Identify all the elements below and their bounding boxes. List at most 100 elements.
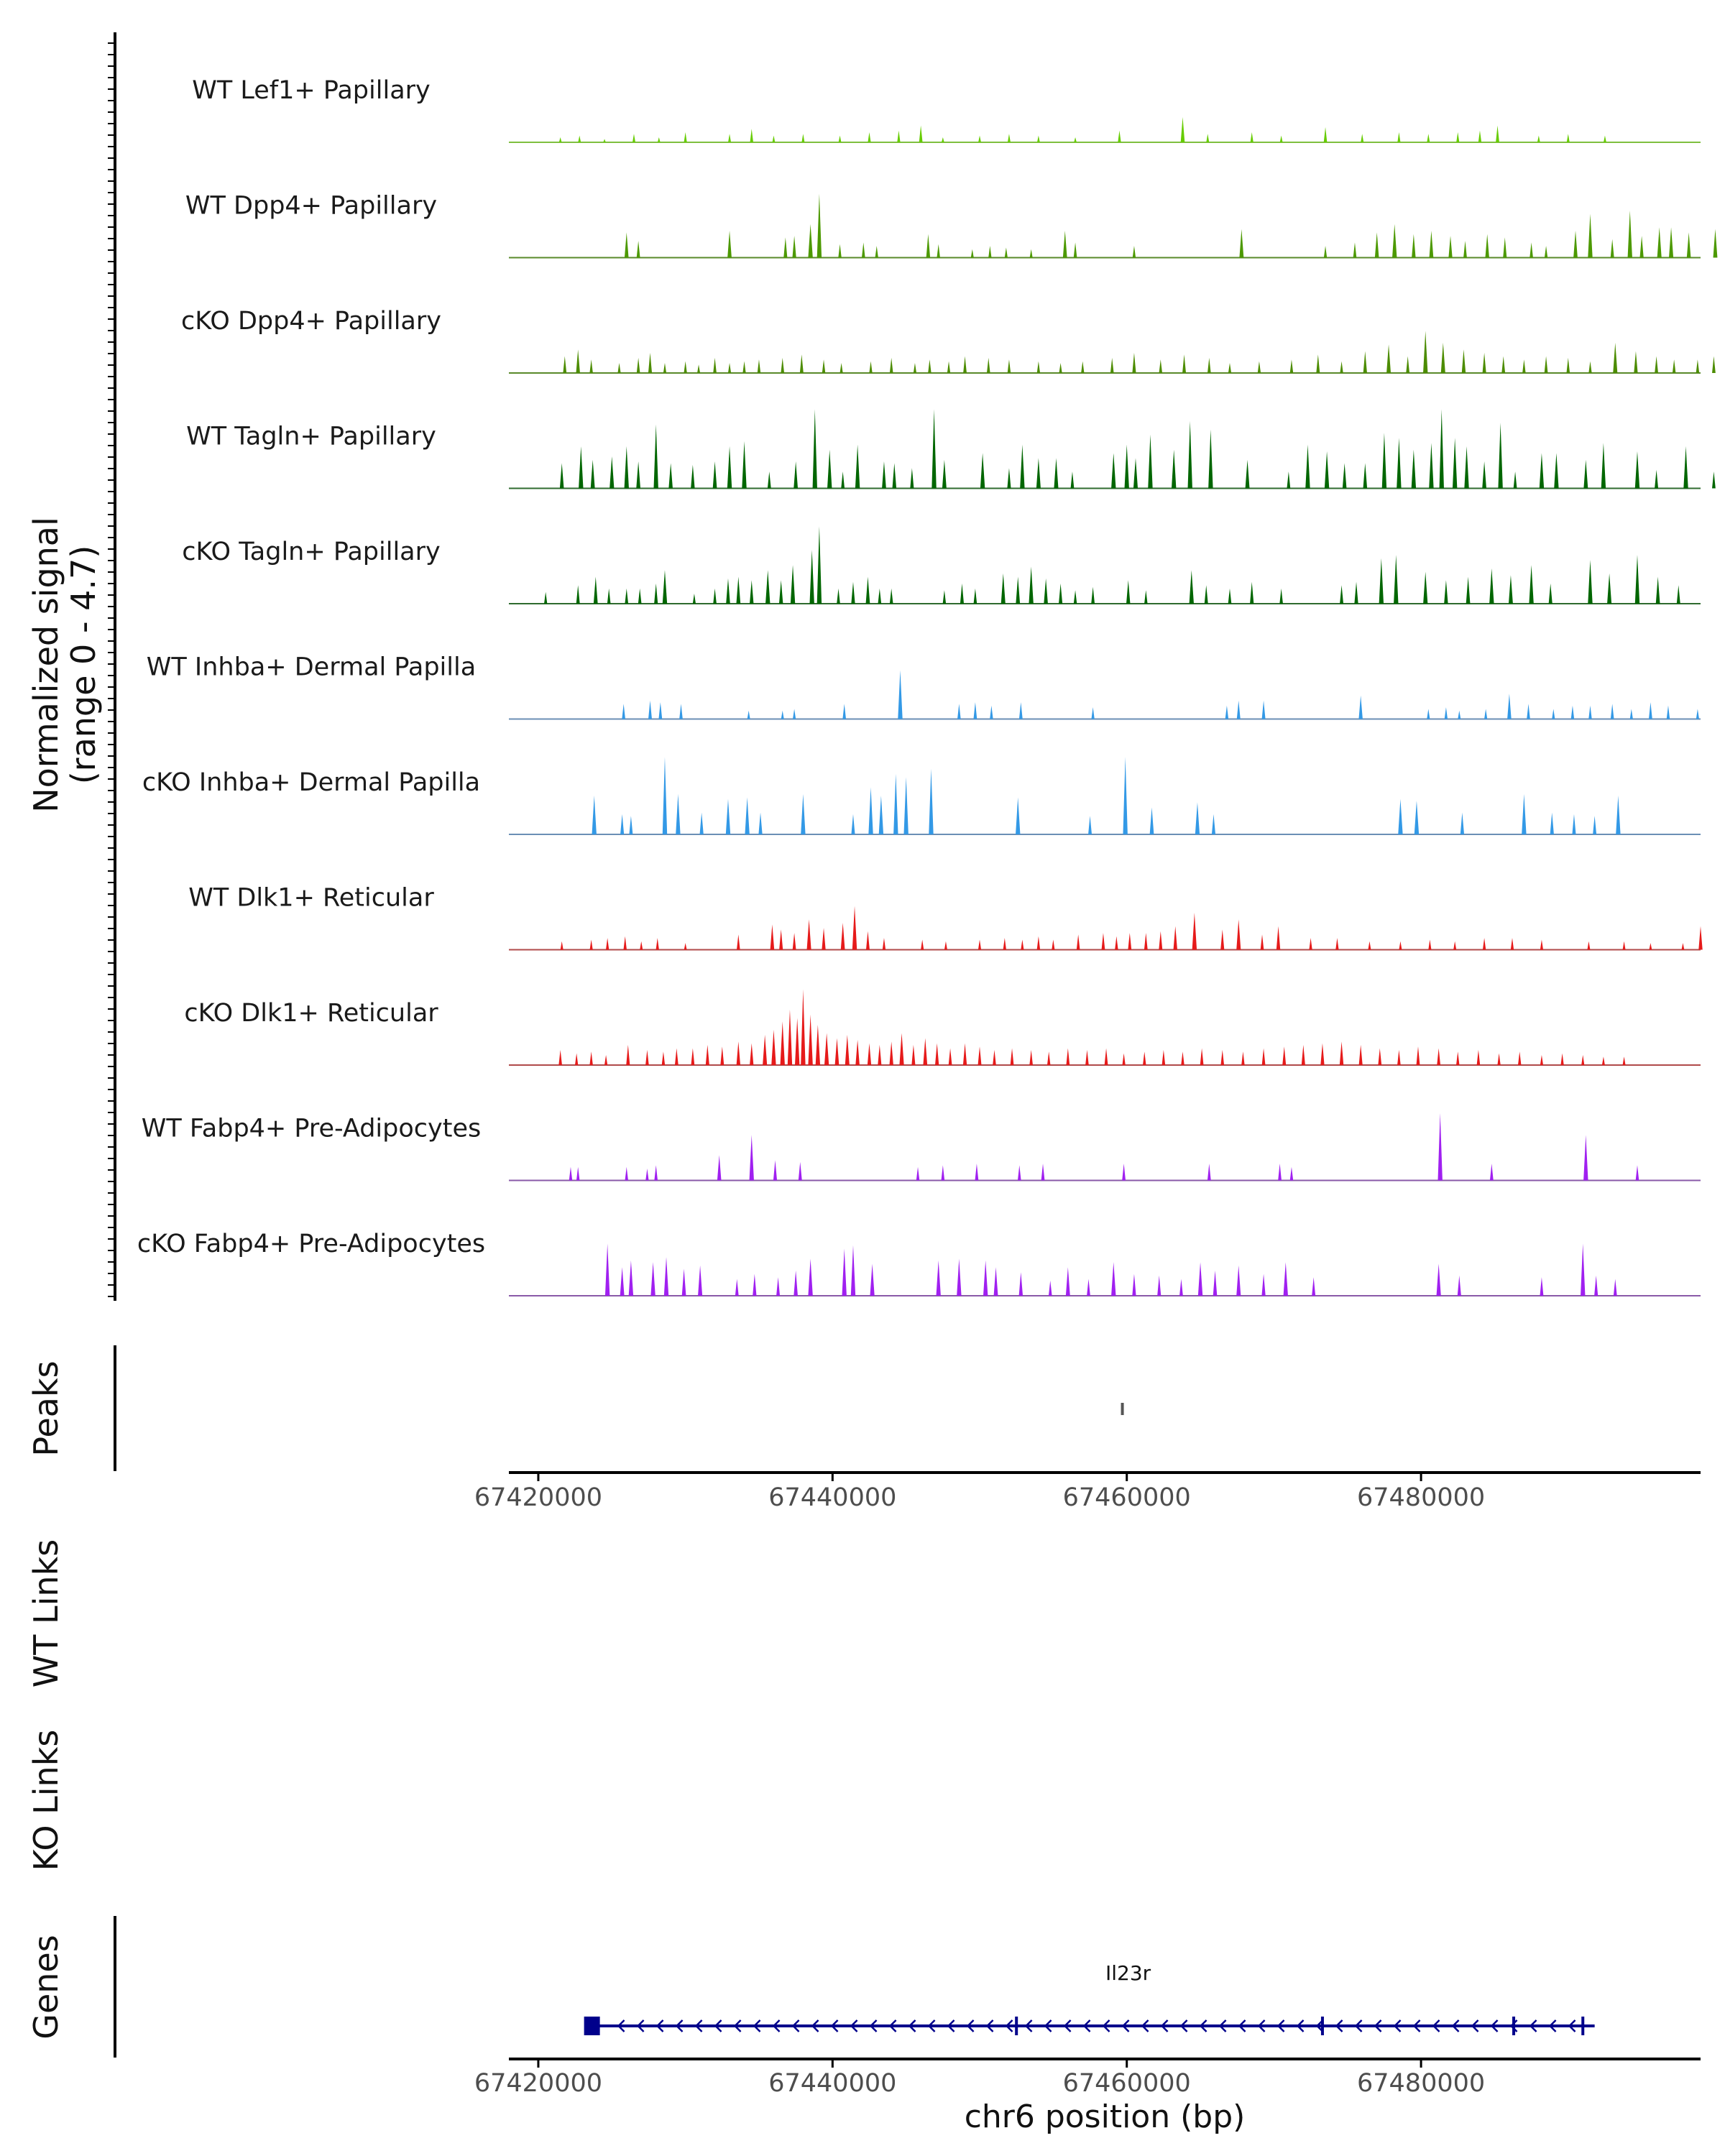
signal-peak: [893, 773, 898, 834]
signal-axis-title: Normalized signal: [27, 517, 65, 813]
signal-peak: [911, 1044, 916, 1065]
signal-peak: [841, 471, 845, 489]
signal-peak: [1213, 1270, 1218, 1296]
wt-links-panel-label: WT Links: [27, 1539, 65, 1687]
signal-peak: [684, 361, 687, 373]
signal-peak: [1000, 573, 1006, 604]
track-label: WT Dlk1+ Reticular: [188, 884, 434, 913]
signal-peak: [1157, 1275, 1162, 1296]
signal-peak: [1622, 1056, 1626, 1065]
signal-peak: [645, 1169, 649, 1181]
strand-arrow: [753, 2019, 761, 2032]
track-4: WT Tagln+ Papillary: [186, 409, 1716, 489]
signal-peak: [919, 125, 923, 142]
signal-peak: [988, 246, 992, 258]
signal-peak: [770, 924, 775, 950]
signal-peak: [749, 1135, 754, 1181]
signal-peak: [1627, 210, 1632, 258]
gene-exon: [1015, 2017, 1018, 2035]
signal-peak: [1570, 705, 1575, 719]
signal-peak: [1657, 227, 1662, 258]
signal-peak: [742, 361, 746, 373]
signal-peak: [558, 137, 562, 142]
signal-peak: [947, 361, 951, 373]
signal-peak: [983, 1260, 988, 1296]
signal-peak: [845, 1034, 850, 1065]
signal-peak: [1044, 578, 1048, 604]
signal-peak: [1573, 231, 1578, 258]
strand-arrow: [908, 2019, 916, 2032]
signal-peak: [1110, 357, 1114, 373]
signal-peak: [1017, 1165, 1021, 1181]
signal-peak: [1453, 941, 1457, 950]
signal-peak: [1429, 231, 1434, 258]
signal-peak: [1616, 796, 1621, 834]
x-tick-label: 67480000: [1357, 1483, 1485, 1512]
signal-peak: [822, 928, 826, 950]
signal-peak: [661, 1051, 666, 1065]
strand-arrow: [1529, 2019, 1537, 2032]
signal-peak: [656, 938, 659, 950]
signal-peak: [1686, 232, 1691, 258]
signal-peak: [544, 591, 548, 604]
signal-peak: [1501, 356, 1506, 373]
signal-peak: [926, 234, 931, 258]
signal-peak: [576, 585, 580, 604]
signal-peak: [1610, 704, 1614, 719]
gene-exon: [584, 2017, 600, 2035]
signal-peak: [1172, 449, 1177, 489]
signal-peak: [801, 989, 806, 1065]
signal-peak: [1550, 812, 1554, 834]
signal-peak: [1004, 247, 1008, 258]
signal-peak: [1211, 814, 1216, 834]
signal-peak: [1007, 468, 1011, 489]
signal-peak: [868, 132, 871, 142]
signal-peak: [963, 356, 967, 373]
gene-track: Il23r: [584, 1961, 1595, 2035]
signal-peak: [923, 1038, 928, 1065]
signal-peak: [1440, 342, 1445, 373]
signal-peak: [1036, 936, 1041, 950]
signal-peak: [1676, 585, 1680, 604]
signal-peak: [1289, 359, 1294, 373]
signal-peak: [593, 576, 598, 604]
signal-peak: [855, 1039, 860, 1065]
signal-peak: [1507, 694, 1512, 719]
signal-peak: [717, 1155, 722, 1181]
upper-x-axis-ticks: 67420000 67440000 67460000 67480000: [474, 1473, 1485, 1512]
signal-peak: [662, 757, 668, 834]
signal-peak: [684, 943, 687, 950]
strand-arrow: [694, 2019, 703, 2032]
signal-peak: [1379, 558, 1384, 604]
signal-peak: [1587, 941, 1591, 950]
lower-x-axis-ticks: 67420000 67440000 67460000 67480000: [474, 2059, 1485, 2098]
gene-exon: [1320, 2017, 1324, 2035]
strand-arrow: [1335, 2019, 1343, 2032]
signal-peak: [837, 588, 840, 604]
signal-peak: [867, 1043, 872, 1065]
strand-arrow: [1296, 2019, 1305, 2032]
signal-peak: [1522, 359, 1526, 373]
signal-peak: [1540, 1054, 1544, 1065]
signal-peak: [1070, 471, 1075, 489]
signal-peak: [1124, 444, 1129, 489]
strand-arrow: [966, 2019, 975, 2032]
signal-peak: [1279, 588, 1283, 604]
signal-peak: [1363, 463, 1368, 489]
signal-peak: [783, 237, 788, 258]
signal-peak: [1016, 576, 1021, 604]
signal-peak: [840, 923, 845, 950]
signal-peak: [975, 1164, 979, 1181]
signal-peak: [1634, 351, 1638, 373]
signal-peak: [1482, 938, 1486, 950]
signal-peak: [882, 461, 886, 489]
signal-peak: [674, 1048, 678, 1065]
signal-peak: [778, 580, 783, 604]
signal-peak: [776, 1277, 781, 1296]
signal-peak: [1386, 344, 1392, 373]
signal-peak: [603, 139, 606, 142]
signal-peak: [794, 1018, 800, 1065]
signal-peak: [620, 1267, 625, 1296]
signal-peak: [1438, 1112, 1443, 1181]
